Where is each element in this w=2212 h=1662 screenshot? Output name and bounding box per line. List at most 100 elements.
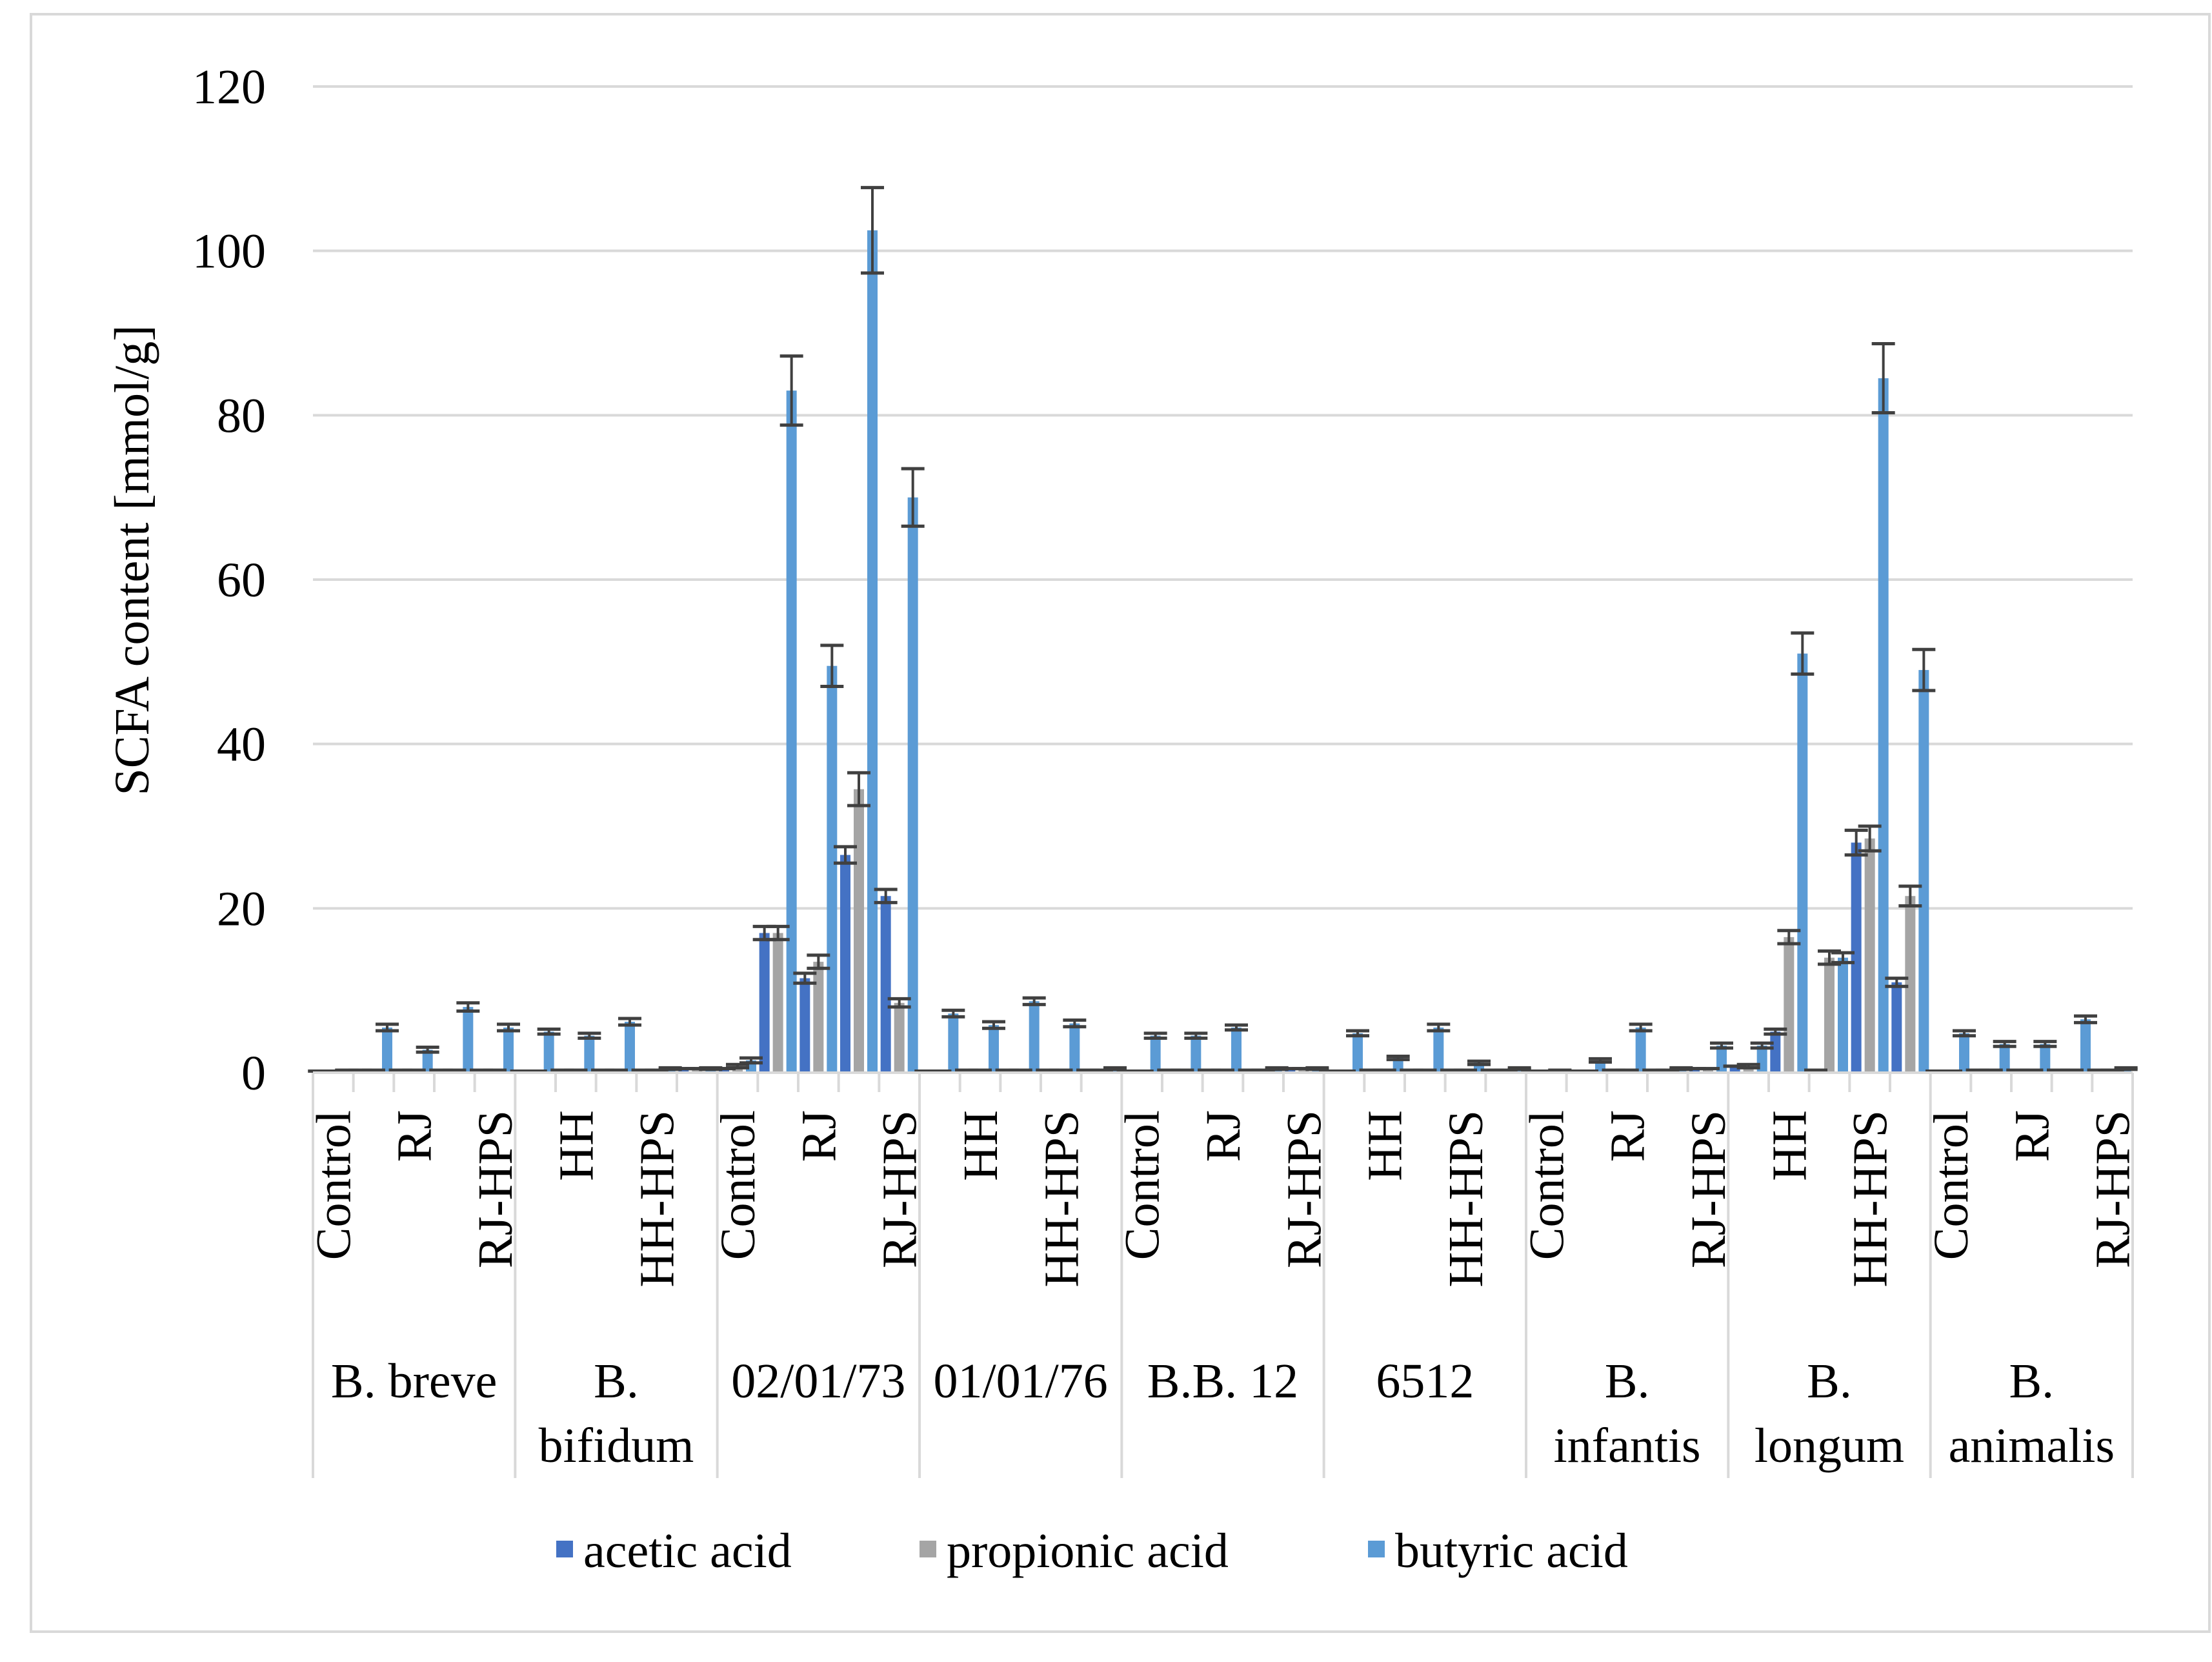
x-category-label-32: RJ [1601, 1110, 1655, 1162]
bar-butyric-acid-2 [422, 1049, 433, 1073]
bar-acetic-acid-39 [1891, 982, 1902, 1073]
group-label-7-0: B. [1807, 1354, 1852, 1408]
legend-label-propionic-acid: propionic acid [947, 1524, 1229, 1578]
bar-propionic-acid-14 [894, 1002, 905, 1073]
bar-propionic-acid-24 [1298, 1068, 1309, 1073]
bar-propionic-acid-34 [1703, 1068, 1713, 1073]
x-category-label-6: HH [549, 1110, 603, 1181]
bar-butyric-acid-21 [1191, 1035, 1202, 1073]
bar-propionic-acid-13 [854, 789, 864, 1073]
y-tick-label-80: 80 [217, 389, 266, 443]
x-category-label-44: RJ-HPS [2086, 1110, 2140, 1268]
x-category-label-8: HH-HPS [630, 1110, 685, 1288]
axes [312, 1071, 2134, 1478]
x-category-label-16: HH [954, 1110, 1008, 1181]
y-tick-label-120: 120 [192, 60, 266, 114]
y-tick-label-100: 100 [192, 225, 266, 279]
bar-acetic-acid-10 [719, 1068, 729, 1073]
bar-propionic-acid-12 [813, 962, 824, 1073]
legend-swatch-butyric-acid [1368, 1541, 1385, 1557]
bar-butyric-acid-11 [786, 390, 797, 1073]
group-label-6-0: B. [1605, 1354, 1650, 1408]
bar-propionic-acid-38 [1864, 838, 1875, 1073]
bar-butyric-acid-32 [1635, 1027, 1646, 1073]
bar-butyric-acid-14 [907, 497, 918, 1073]
group-label-1-0: B. [594, 1354, 639, 1408]
bar-acetic-acid-24 [1285, 1068, 1296, 1073]
x-category-label-24: RJ-HPS [1277, 1110, 1331, 1268]
bar-butyric-acid-25 [1352, 1033, 1363, 1073]
group-label-4-0: B.B. 12 [1147, 1354, 1298, 1408]
group-label-8-1: animalis [1949, 1419, 2115, 1473]
bar-propionic-acid-11 [772, 933, 783, 1073]
group-label-7-1: longum [1755, 1419, 1904, 1473]
bar-butyric-acid-17 [1029, 1001, 1040, 1073]
group-label-2-0: 02/01/73 [731, 1354, 905, 1408]
bar-acetic-acid-12 [799, 978, 810, 1073]
x-category-label-28: HH-HPS [1439, 1110, 1493, 1288]
x-category-label-40: Control [1924, 1110, 1978, 1260]
bar-butyric-acid-7 [625, 1022, 635, 1073]
group-label-3-0: 01/01/76 [934, 1354, 1108, 1408]
bar-acetic-acid-13 [840, 855, 850, 1073]
x-category-label-22: RJ [1196, 1110, 1251, 1162]
axis-labels: 0 20 40 60 80 100 120 SCFA content [mmol/g] Cont… [105, 60, 2140, 1473]
bar-butyric-acid-6 [584, 1035, 595, 1073]
bar-acetic-acid-35 [1729, 1066, 1740, 1073]
x-category-label-18: HH-HPS [1034, 1110, 1089, 1288]
bar-acetic-acid-14 [880, 896, 891, 1073]
bar-butyric-acid-42 [2040, 1044, 2051, 1073]
group-label-5-0: 6512 [1376, 1354, 1474, 1408]
bar-butyric-acid-40 [1959, 1033, 1969, 1073]
bars [314, 230, 2131, 1073]
x-category-label-26: HH [1358, 1110, 1413, 1181]
bar-butyric-acid-16 [989, 1025, 999, 1073]
bar-butyric-acid-27 [1433, 1027, 1444, 1073]
legend-label-acetic-acid: acetic acid [583, 1524, 792, 1578]
x-category-label-10: Control [711, 1110, 765, 1260]
x-category-label-38: HH-HPS [1844, 1110, 1898, 1288]
bar-propionic-acid-10 [732, 1066, 743, 1073]
bar-propionic-acid-9 [692, 1068, 703, 1073]
bar-propionic-acid-39 [1905, 896, 1916, 1073]
legend-swatch-acetic-acid [556, 1541, 573, 1557]
y-axis-title: SCFA content [mmol/g] [105, 325, 159, 795]
bar-butyric-acid-39 [1918, 670, 1929, 1073]
x-category-label-12: RJ [792, 1110, 846, 1162]
error-bars [308, 186, 2138, 1073]
bar-propionic-acid-35 [1743, 1066, 1754, 1073]
x-category-label-34: RJ-HPS [1682, 1110, 1736, 1268]
bar-butyric-acid-15 [948, 1013, 959, 1073]
group-label-0-0: B. breve [331, 1354, 497, 1408]
group-label-6-1: infantis [1554, 1419, 1701, 1473]
x-category-label-0: Control [307, 1110, 361, 1260]
bar-acetic-acid-11 [759, 933, 770, 1073]
bar-butyric-acid-12 [827, 665, 838, 1073]
bar-butyric-acid-22 [1231, 1027, 1242, 1073]
bar-butyric-acid-13 [867, 230, 878, 1073]
bar-butyric-acid-36 [1797, 653, 1808, 1073]
bar-butyric-acid-1 [382, 1027, 392, 1073]
x-category-label-4: RJ-HPS [468, 1110, 523, 1268]
bar-acetic-acid-34 [1689, 1068, 1700, 1073]
y-tick-label-60: 60 [217, 553, 266, 607]
bar-butyric-acid-41 [1999, 1044, 2010, 1073]
y-tick-label-20: 20 [217, 882, 266, 936]
gridlines [313, 85, 2133, 910]
bar-butyric-acid-18 [1069, 1023, 1080, 1073]
legend-label-butyric-acid: butyric acid [1395, 1524, 1628, 1578]
x-category-label-14: RJ-HPS [873, 1110, 927, 1268]
bar-butyric-acid-5 [543, 1031, 554, 1073]
y-tick-label-40: 40 [217, 718, 266, 772]
bar-acetic-acid-38 [1851, 842, 1862, 1073]
bar-acetic-acid-9 [678, 1068, 689, 1073]
bar-propionic-acid-36 [1784, 937, 1795, 1073]
group-label-1-1: bifidum [539, 1419, 694, 1473]
x-category-label-42: RJ [2005, 1110, 2059, 1162]
x-category-label-36: HH [1762, 1110, 1816, 1181]
legend-swatch-propionic-acid [920, 1541, 936, 1557]
x-category-label-30: Control [1520, 1110, 1574, 1260]
group-label-8-0: B. [2009, 1354, 2054, 1408]
bar-butyric-acid-37 [1838, 957, 1848, 1073]
